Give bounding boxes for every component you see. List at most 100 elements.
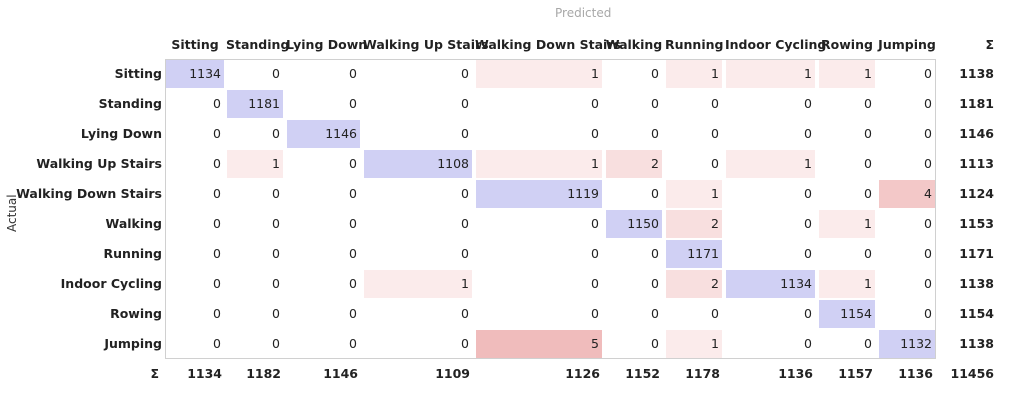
matrix-cell: 0 [924,216,932,231]
matrix-cell: 0 [651,96,659,111]
matrix-cell: 0 [272,306,280,321]
matrix-cell: 1 [666,330,722,358]
matrix-cell: 0 [213,246,221,261]
column-header: Lying Down [286,37,368,52]
row-header: Walking [105,216,162,231]
matrix-cell: 0 [804,216,812,231]
sum-row-header: Σ [150,366,159,381]
matrix-cell: 0 [349,336,357,351]
column-sum: 1126 [565,366,600,381]
diagonal-cell: 1132 [879,330,935,358]
matrix-cell: 2 [666,270,722,298]
matrix-cell: 0 [272,246,280,261]
matrix-cell: 0 [711,96,719,111]
matrix-cell: 1 [666,180,722,208]
matrix-cell: 0 [651,186,659,201]
column-header: Rowing [821,37,873,52]
matrix-cell: 0 [349,246,357,261]
matrix-cell: 0 [213,306,221,321]
matrix-cell: 0 [213,186,221,201]
matrix-cell: 4 [879,180,935,208]
column-sum: 1146 [323,366,358,381]
x-axis-label: Predicted [555,6,612,20]
column-sum: 1152 [625,366,660,381]
matrix-cell: 0 [461,66,469,81]
row-header: Indoor Cycling [60,276,162,291]
matrix-cell: 0 [349,186,357,201]
column-header: Walking Up Stairs [363,37,489,52]
matrix-cell: 0 [651,66,659,81]
matrix-cell: 0 [864,156,872,171]
diagonal-cell: 1181 [227,90,283,118]
diagonal-cell: 1171 [666,240,722,268]
matrix-cell: 0 [711,156,719,171]
matrix-cell: 0 [213,276,221,291]
grand-total: 11456 [950,366,995,381]
matrix-cell: 0 [213,216,221,231]
diagonal-cell: 1108 [364,150,472,178]
column-header: Jumping [878,37,936,52]
matrix-cell: 0 [804,336,812,351]
matrix-cell: 5 [476,330,602,358]
matrix-cell: 1 [666,60,722,88]
matrix-cell: 1 [819,270,875,298]
matrix-cell: 0 [591,96,599,111]
matrix-cell: 0 [804,96,812,111]
row-sum: 1138 [959,336,994,351]
matrix-cell: 0 [349,96,357,111]
matrix-cell: 0 [349,156,357,171]
matrix-cell: 0 [924,306,932,321]
row-sum: 1113 [959,156,994,171]
matrix-cell: 0 [924,96,932,111]
matrix-cell: 2 [606,150,662,178]
matrix-cell: 0 [864,96,872,111]
column-sum: 1134 [187,366,222,381]
matrix-cell: 0 [461,126,469,141]
matrix-cell: 0 [591,306,599,321]
matrix-cell: 0 [804,306,812,321]
matrix-cell: 0 [272,66,280,81]
row-sum: 1171 [959,246,994,261]
diagonal-cell: 1134 [726,270,815,298]
column-header: Indoor Cycling [725,37,827,52]
row-header: Sitting [114,66,162,81]
diagonal-cell: 1119 [476,180,602,208]
row-header: Lying Down [80,126,162,141]
matrix-cell: 0 [651,126,659,141]
matrix-cell: 0 [591,126,599,141]
matrix-cell: 1 [819,210,875,238]
matrix-cell: 0 [461,246,469,261]
matrix-cell: 1 [726,60,815,88]
matrix-cell: 0 [924,126,932,141]
matrix-cell: 0 [349,276,357,291]
matrix-cell: 0 [864,336,872,351]
matrix-border [165,59,936,359]
matrix-cell: 0 [864,246,872,261]
matrix-cell: 0 [924,246,932,261]
matrix-cell: 1 [476,60,602,88]
matrix-cell: 0 [272,186,280,201]
matrix-cell: 0 [272,336,280,351]
matrix-cell: 0 [924,66,932,81]
column-header: Walking Down Stairs [475,37,621,52]
sum-column-header: Σ [985,37,994,52]
matrix-cell: 0 [213,96,221,111]
matrix-cell: 0 [461,186,469,201]
matrix-cell: 0 [864,186,872,201]
matrix-cell: 0 [213,336,221,351]
matrix-cell: 0 [349,216,357,231]
column-header: Standing [226,37,290,52]
column-sum: 1157 [838,366,873,381]
row-sum: 1153 [959,216,994,231]
diagonal-cell: 1134 [166,60,224,88]
matrix-cell: 0 [711,126,719,141]
matrix-cell: 0 [591,246,599,261]
matrix-cell: 0 [272,126,280,141]
matrix-cell: 0 [591,216,599,231]
matrix-cell: 0 [864,126,872,141]
column-header: Walking [605,37,663,52]
row-header: Walking Down Stairs [16,186,162,201]
matrix-cell: 1 [726,150,815,178]
row-sum: 1138 [959,276,994,291]
row-header: Rowing [110,306,162,321]
